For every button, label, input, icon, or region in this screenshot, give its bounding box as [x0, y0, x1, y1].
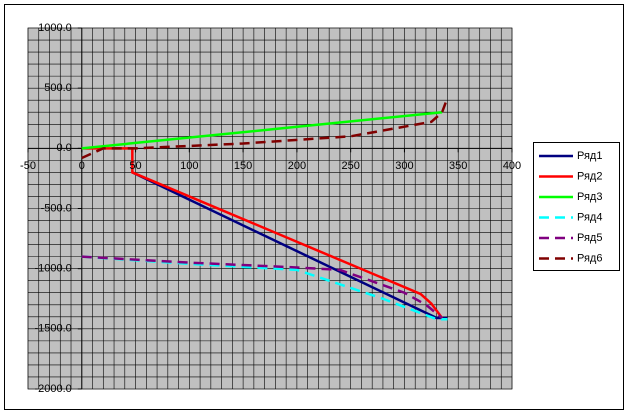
legend-label: Ряд2 — [577, 170, 602, 182]
legend-label: Ряд1 — [577, 150, 602, 162]
series-line — [81, 147, 444, 319]
legend: Ряд1 Ряд2 Ряд3 Ряд4 Ряд5 Ряд6 — [533, 142, 620, 271]
x-tick-label: 400 — [503, 160, 521, 172]
y-tick-label: -1000.0 — [34, 263, 71, 275]
legend-label: Ряд4 — [577, 211, 602, 223]
x-tick-label: 350 — [449, 160, 467, 172]
y-tick-label: -500.0 — [41, 202, 72, 214]
legend-label: Ряд6 — [577, 252, 602, 264]
series-line — [81, 255, 443, 319]
series-line — [81, 110, 443, 150]
y-tick-label: 1000.0 — [38, 22, 72, 34]
x-tick-label: 300 — [395, 160, 413, 172]
series-line — [81, 97, 449, 160]
x-tick-label: 200 — [288, 160, 306, 172]
legend-label: Ряд3 — [577, 191, 602, 203]
x-tick-label: 150 — [234, 160, 252, 172]
legend-label: Ряд5 — [577, 232, 602, 244]
legend-box — [533, 142, 620, 271]
x-tick-label: 250 — [341, 160, 359, 172]
x-tick-label: 50 — [129, 160, 141, 172]
plot-area — [27, 27, 513, 390]
x-tick-label: -50 — [20, 160, 36, 172]
x-tick-label: 100 — [180, 160, 198, 172]
y-tick-label: 0.0 — [56, 142, 71, 154]
y-tick-label: 500.0 — [44, 82, 72, 94]
y-tick-label: -1500.0 — [34, 323, 71, 335]
y-tick-label: -2000.0 — [34, 383, 71, 395]
x-tick-label: 0 — [79, 160, 85, 172]
